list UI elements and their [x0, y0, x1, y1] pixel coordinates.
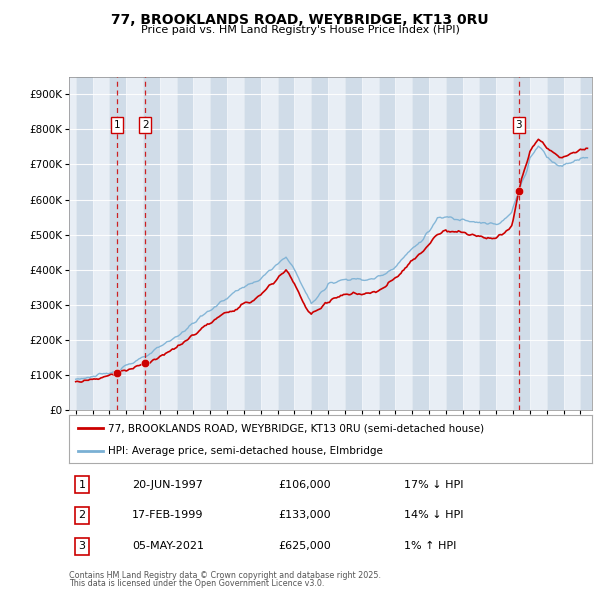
Bar — [244, 77, 261, 410]
Bar — [92, 77, 109, 410]
Bar — [496, 77, 513, 410]
Bar — [278, 77, 295, 410]
Text: 3: 3 — [79, 541, 86, 551]
Text: Contains HM Land Registry data © Crown copyright and database right 2025.: Contains HM Land Registry data © Crown c… — [69, 571, 381, 579]
Text: 1: 1 — [114, 120, 121, 130]
Bar — [295, 77, 311, 410]
Bar — [126, 77, 143, 410]
Text: This data is licensed under the Open Government Licence v3.0.: This data is licensed under the Open Gov… — [69, 579, 325, 588]
Bar — [328, 77, 345, 410]
Text: 14% ↓ HPI: 14% ↓ HPI — [404, 510, 463, 520]
Bar — [143, 77, 160, 410]
Text: £133,000: £133,000 — [278, 510, 331, 520]
Text: 77, BROOKLANDS ROAD, WEYBRIDGE, KT13 0RU: 77, BROOKLANDS ROAD, WEYBRIDGE, KT13 0RU — [111, 12, 489, 27]
Bar — [193, 77, 211, 410]
Bar — [160, 77, 176, 410]
Text: 1: 1 — [79, 480, 86, 490]
Bar — [446, 77, 463, 410]
Text: 05-MAY-2021: 05-MAY-2021 — [132, 541, 204, 551]
Bar — [362, 77, 379, 410]
Text: 17% ↓ HPI: 17% ↓ HPI — [404, 480, 463, 490]
Bar — [563, 77, 580, 410]
Bar — [227, 77, 244, 410]
Text: 1% ↑ HPI: 1% ↑ HPI — [404, 541, 456, 551]
Bar — [211, 77, 227, 410]
Text: £106,000: £106,000 — [278, 480, 331, 490]
Text: 3: 3 — [515, 120, 522, 130]
Bar — [513, 77, 530, 410]
Text: 17-FEB-1999: 17-FEB-1999 — [132, 510, 203, 520]
Bar — [412, 77, 429, 410]
Bar — [463, 77, 479, 410]
Bar — [76, 77, 92, 410]
Bar — [59, 77, 76, 410]
Bar — [261, 77, 278, 410]
Text: Price paid vs. HM Land Registry's House Price Index (HPI): Price paid vs. HM Land Registry's House … — [140, 25, 460, 35]
Bar — [530, 77, 547, 410]
Bar — [395, 77, 412, 410]
Text: 2: 2 — [142, 120, 149, 130]
Text: 20-JUN-1997: 20-JUN-1997 — [132, 480, 203, 490]
Bar — [547, 77, 563, 410]
Bar — [345, 77, 362, 410]
Text: 2: 2 — [79, 510, 86, 520]
Text: 77, BROOKLANDS ROAD, WEYBRIDGE, KT13 0RU (semi-detached house): 77, BROOKLANDS ROAD, WEYBRIDGE, KT13 0RU… — [108, 423, 484, 433]
Bar — [479, 77, 496, 410]
Bar — [379, 77, 395, 410]
Bar — [176, 77, 193, 410]
Text: £625,000: £625,000 — [278, 541, 331, 551]
Bar — [109, 77, 126, 410]
Text: HPI: Average price, semi-detached house, Elmbridge: HPI: Average price, semi-detached house,… — [108, 445, 383, 455]
Bar — [429, 77, 446, 410]
Bar — [580, 77, 597, 410]
Bar — [311, 77, 328, 410]
